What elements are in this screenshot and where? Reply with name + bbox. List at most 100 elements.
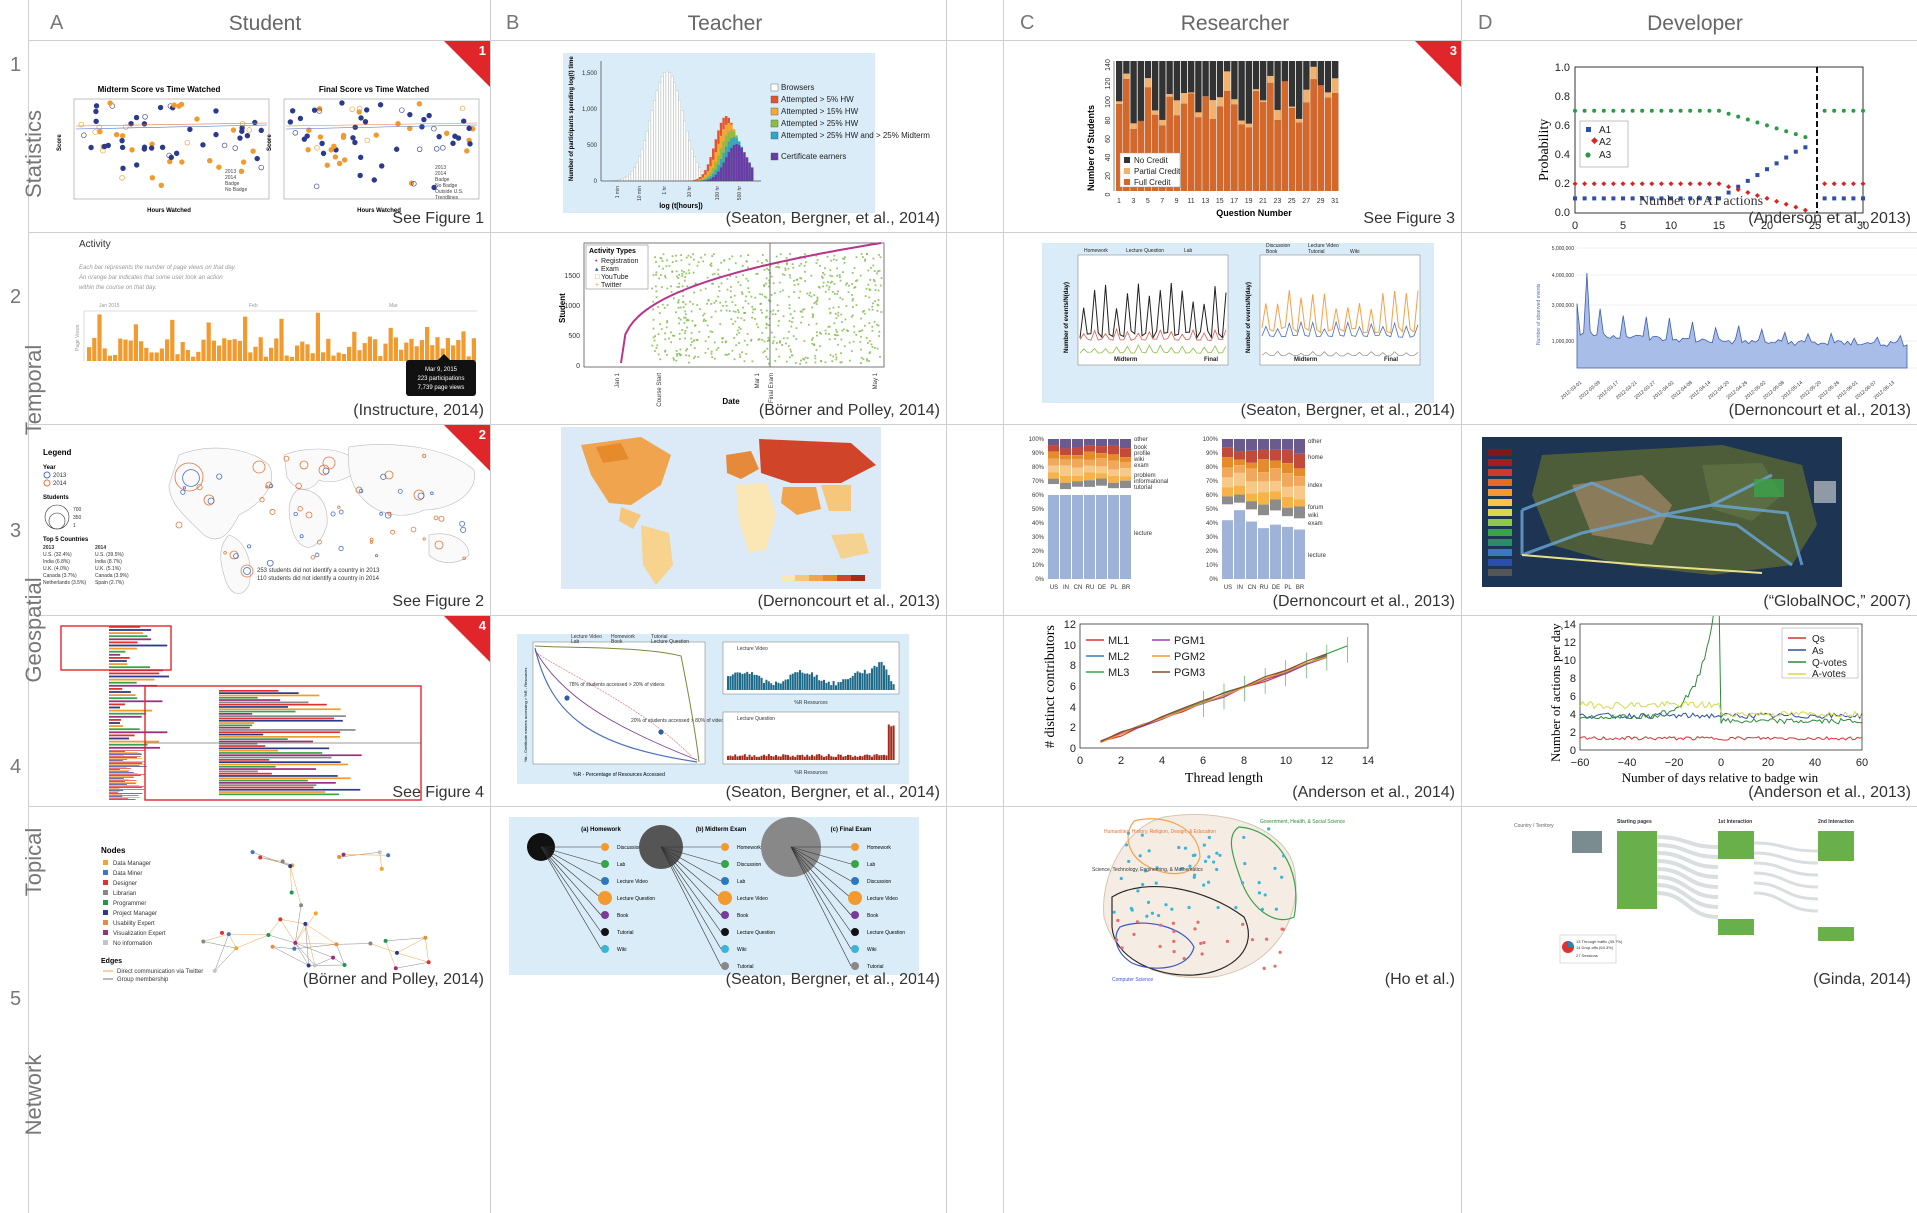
svg-text:Book: Book xyxy=(867,913,879,919)
b2-legend-title: Activity Types xyxy=(589,248,636,255)
svg-text:forum: forum xyxy=(1308,505,1323,511)
svg-text:6: 6 xyxy=(1570,691,1576,703)
svg-text:10: 10 xyxy=(1280,755,1292,767)
svg-text:Mar 1: Mar 1 xyxy=(755,372,761,388)
svg-text:14: 14 xyxy=(1564,619,1576,631)
d4-ylabel: Number of actions per day xyxy=(1548,623,1563,762)
svg-text:50%: 50% xyxy=(1206,507,1219,513)
svg-text:Lecture Video: Lecture Video xyxy=(867,896,898,902)
svg-text:Tutorial: Tutorial xyxy=(617,930,634,936)
svg-text:A-votes: A-votes xyxy=(1812,669,1846,680)
svg-text:Project Manager: Project Manager xyxy=(113,911,157,917)
svg-text:Canada (3.9%): Canada (3.9%) xyxy=(95,573,129,579)
svg-text:lecture: lecture xyxy=(1134,531,1153,537)
svg-text:Humanities, History, Religion,: Humanities, History, Religion, Design, &… xyxy=(1104,829,1216,835)
midterm-title: Midterm Score vs Time Watched xyxy=(98,85,221,94)
svg-text:Computer Science: Computer Science xyxy=(1112,977,1153,983)
svg-text:350: 350 xyxy=(73,515,82,521)
caption-d3: (“GlobalNOC,” 2007) xyxy=(1763,593,1911,611)
panel-c1-statistics-researcher: 140 120 100 80 60 40 20 0 1 3 5 7 9 11 13 15 17 19 21 23 25… xyxy=(1004,41,1461,232)
svg-text:Lab: Lab xyxy=(571,639,580,645)
svg-text:Number of events/N(day): Number of events/N(day) xyxy=(1064,282,1070,353)
column-letter-b: B xyxy=(506,12,519,35)
svg-text:Designer: Designer xyxy=(113,881,137,887)
c1-xlabel: Question Number xyxy=(1216,208,1292,218)
svg-text:Legend: Legend xyxy=(43,448,72,457)
svg-text:India (6.8%): India (6.8%) xyxy=(43,559,70,565)
actions-per-day-chart: 14 12 10 8 6 4 2 0 −60 −40 −20 0 20 40 6… xyxy=(1462,616,1917,806)
svg-text:Science, Technology, Engineeri: Science, Technology, Engineering, & Math… xyxy=(1092,867,1203,873)
caption-b3: (Dernoncourt et al., 2013) xyxy=(758,593,940,611)
svg-text:20: 20 xyxy=(1762,757,1774,769)
svg-text:10 hr: 10 hr xyxy=(687,186,693,198)
svg-text:Discussion: Discussion xyxy=(867,879,891,885)
svg-text:−40: −40 xyxy=(1618,757,1637,769)
panel-b3-geospatial-teacher: (Dernoncourt et al., 2013) xyxy=(491,425,946,615)
svg-text:BR: BR xyxy=(1296,585,1305,591)
a1-ylabel-left: Score xyxy=(57,134,63,151)
caption-b5: (Seaton, Bergner, et al., 2014) xyxy=(726,971,940,989)
svg-text:4: 4 xyxy=(1159,755,1165,767)
tooltip-date: Mar 9, 2015 xyxy=(425,367,458,373)
contributors-line-chart: 12 10 8 6 4 2 0 0 2 4 6 8 10 12 14 # dis… xyxy=(1004,616,1461,806)
choropleth-world-map xyxy=(491,425,946,615)
svg-text:70%: 70% xyxy=(1206,479,1219,485)
caption-d1: (Anderson et al., 2013) xyxy=(1748,210,1911,228)
svg-text:(b) Midterm Exam: (b) Midterm Exam xyxy=(696,827,746,833)
svg-text:As: As xyxy=(1812,646,1824,657)
svg-text:PGM2: PGM2 xyxy=(1174,651,1205,663)
svg-text:20% of students accessed > 80%: 20% of students accessed > 80% of videos xyxy=(631,718,727,724)
svg-text:Certificate earners: Certificate earners xyxy=(781,152,846,161)
svg-text:PGM3: PGM3 xyxy=(1174,667,1205,679)
svg-text:Data Miner: Data Miner xyxy=(113,871,142,877)
svg-text:0.6: 0.6 xyxy=(1555,120,1570,132)
b2-xlabel: Date xyxy=(722,397,740,406)
panel-d3-geospatial-developer: (“GlobalNOC,” 2007) xyxy=(1462,425,1917,615)
svg-text:80%: 80% xyxy=(1032,465,1045,471)
svg-text:27 Sessions: 27 Sessions xyxy=(1576,953,1598,958)
svg-text:Homework: Homework xyxy=(737,845,761,851)
svg-text:Midterm: Midterm xyxy=(1114,357,1137,363)
svg-text:0%: 0% xyxy=(1035,577,1044,583)
panel-a3-geospatial-student: Legend Year 2013 2014 Students 700 350 1… xyxy=(29,425,490,615)
svg-text:110 students did not identify: 110 students did not identify a country … xyxy=(257,576,380,582)
svg-text:Lecture Question: Lecture Question xyxy=(737,930,775,936)
caption-b1: (Seaton, Bergner, et al., 2014) xyxy=(726,210,940,228)
b2-ylabel: Student xyxy=(558,293,567,323)
svg-text:U.K. (4.0%): U.K. (4.0%) xyxy=(43,566,69,572)
activity-bar-chart: Activity Each bar represents the number … xyxy=(29,233,490,424)
figure-badge-4-number: 4 xyxy=(479,618,486,633)
svg-text:40: 40 xyxy=(1105,154,1112,162)
svg-text:Lecture Question: Lecture Question xyxy=(867,930,905,936)
a1-ylabel-right: Score xyxy=(267,134,273,151)
topic-bar-chart xyxy=(29,616,490,806)
svg-text:10: 10 xyxy=(1564,655,1576,667)
svg-text:1: 1 xyxy=(73,523,76,529)
svg-text:10: 10 xyxy=(1665,220,1677,232)
svg-text:wiki: wiki xyxy=(1307,513,1318,519)
svg-text:0%: 0% xyxy=(1209,577,1218,583)
svg-text:0: 0 xyxy=(1077,755,1083,767)
svg-text:2013: 2013 xyxy=(43,545,54,551)
caption-c5: (Ho et al.) xyxy=(1385,971,1455,989)
svg-text:other: other xyxy=(1134,437,1148,443)
caption-a4: See Figure 4 xyxy=(392,784,484,802)
row-number-3: 3 xyxy=(10,520,21,543)
svg-text:Programmer: Programmer xyxy=(113,901,146,907)
svg-text:8: 8 xyxy=(1241,755,1247,767)
svg-text:15: 15 xyxy=(1216,198,1224,205)
svg-text:Full Credit: Full Credit xyxy=(1134,178,1171,187)
column-letter-a: A xyxy=(50,12,63,35)
svg-text:Nodes: Nodes xyxy=(101,846,126,855)
svg-text:10 min: 10 min xyxy=(637,186,643,201)
svg-text:8: 8 xyxy=(1570,673,1576,685)
svg-text:Registration: Registration xyxy=(601,258,638,265)
svg-text:◆: ◆ xyxy=(1591,135,1598,145)
svg-text:9: 9 xyxy=(1175,198,1179,205)
svg-text:20%: 20% xyxy=(1206,549,1219,555)
svg-text:CN: CN xyxy=(1074,585,1083,591)
svg-text:80: 80 xyxy=(1105,117,1112,125)
svg-text:May 1: May 1 xyxy=(873,372,879,389)
svg-text:13: 13 xyxy=(1202,198,1210,205)
svg-text:Q-votes: Q-votes xyxy=(1812,658,1847,669)
